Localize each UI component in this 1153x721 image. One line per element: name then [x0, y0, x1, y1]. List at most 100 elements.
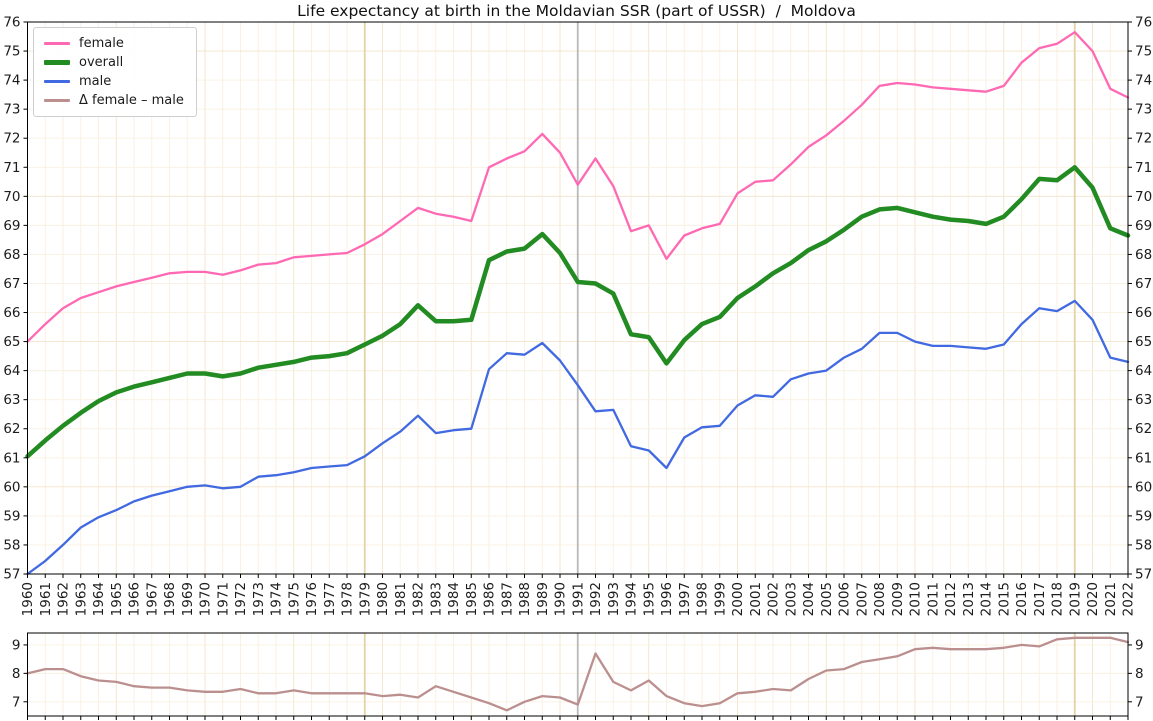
xtick-label-1995: 1995	[641, 582, 657, 616]
main-ytick-right-76: 76	[1135, 15, 1152, 31]
main-ytick-left-59: 59	[3, 508, 20, 524]
male-line	[26, 299, 1130, 576]
xtick-label-1962: 1962	[56, 582, 72, 616]
main-ytick-left-60: 60	[3, 479, 20, 495]
delta-ytick-right-8: 8	[1135, 666, 1144, 682]
xtick-label-2016: 2016	[1014, 582, 1030, 616]
main-ytick-left-76: 76	[3, 15, 20, 31]
xtick-label-1960: 1960	[20, 582, 36, 616]
xtick-label-2012: 2012	[943, 582, 959, 616]
main-ytick-right-74: 74	[1135, 73, 1152, 89]
xtick-label-2018: 2018	[1050, 582, 1066, 616]
legend-label-male: male	[79, 74, 112, 89]
main-ytick-left-57: 57	[3, 567, 20, 583]
main-ytick-right-64: 64	[1135, 363, 1152, 379]
xtick-label-1998: 1998	[695, 582, 711, 616]
main-ytick-right-75: 75	[1135, 44, 1152, 60]
main-ytick-right-67: 67	[1135, 276, 1152, 292]
chart-title: Life expectancy at birth in the Moldavia…	[297, 2, 856, 20]
xtick-label-2001: 2001	[748, 582, 764, 616]
main-ytick-left-62: 62	[3, 421, 20, 437]
delta-ytick-right-9: 9	[1135, 637, 1144, 653]
delta-female-male-line	[26, 636, 1130, 712]
xtick-label-2014: 2014	[979, 582, 995, 616]
main-ytick-right-61: 61	[1135, 450, 1152, 466]
xtick-label-2002: 2002	[766, 582, 782, 616]
delta-plot-area: 7 7 8 8 9 9	[12, 632, 1144, 720]
delta-ytick-left-9: 9	[12, 637, 21, 653]
main-ytick-left-68: 68	[3, 247, 20, 263]
xtick-label-2011: 2011	[925, 582, 941, 616]
legend: female overall male Δ female – male	[33, 27, 197, 117]
xtick-label-1994: 1994	[624, 582, 640, 616]
main-ytick-left-69: 69	[3, 218, 20, 234]
xtick-label-2000: 2000	[730, 582, 746, 616]
xtick-label-2004: 2004	[801, 582, 817, 616]
xtick-label-1961: 1961	[38, 582, 54, 616]
xtick-label-1985: 1985	[464, 582, 480, 616]
x-axis-ticks	[27, 574, 1129, 578]
y-axis-ticks: 57 57 58 58 59 59 60 60 61 61 62 62 63 63 64 64 65 65 66 66…	[3, 15, 1152, 583]
xtick-label-2003: 2003	[783, 582, 799, 616]
main-ytick-left-73: 73	[3, 102, 20, 118]
main-ytick-left-74: 74	[3, 73, 20, 89]
legend-label-overall: overall	[79, 55, 124, 70]
xtick-label-1980: 1980	[375, 582, 391, 616]
main-ytick-right-72: 72	[1135, 131, 1152, 147]
xtick-label-2005: 2005	[819, 582, 835, 616]
xtick-label-1993: 1993	[606, 582, 622, 616]
xtick-label-1969: 1969	[180, 582, 196, 616]
main-ytick-left-66: 66	[3, 305, 20, 321]
xtick-label-1965: 1965	[109, 582, 125, 616]
xtick-label-1981: 1981	[393, 582, 409, 616]
xtick-label-1982: 1982	[411, 582, 427, 616]
xtick-label-1983: 1983	[428, 582, 444, 616]
main-ytick-left-75: 75	[3, 44, 20, 60]
xtick-label-1999: 1999	[712, 582, 728, 616]
main-ytick-left-70: 70	[3, 189, 20, 205]
legend-item-female: female	[44, 34, 184, 53]
main-ytick-right-62: 62	[1135, 421, 1152, 437]
xtick-label-1997: 1997	[677, 582, 693, 616]
xtick-label-2008: 2008	[872, 582, 888, 616]
xtick-label-1970: 1970	[198, 582, 214, 616]
main-ytick-left-61: 61	[3, 450, 20, 466]
xtick-label-2009: 2009	[890, 582, 906, 616]
main-ytick-right-73: 73	[1135, 102, 1152, 118]
main-ytick-left-65: 65	[3, 334, 20, 350]
xtick-label-2017: 2017	[1032, 582, 1048, 616]
xtick-label-2019: 2019	[1067, 582, 1083, 616]
xtick-label-1967: 1967	[144, 582, 160, 616]
main-ytick-left-63: 63	[3, 392, 20, 408]
y-axis-ticks: 7 7 8 8 9 9	[12, 637, 1144, 710]
xtick-label-1975: 1975	[286, 582, 302, 616]
xtick-label-2020: 2020	[1085, 582, 1101, 616]
legend-item-delta: Δ female – male	[44, 91, 184, 110]
legend-label-female: female	[79, 36, 124, 51]
delta-ytick-left-8: 8	[12, 666, 21, 682]
xtick-label-1964: 1964	[91, 582, 107, 616]
xtick-label-1963: 1963	[73, 582, 89, 616]
xtick-label-1996: 1996	[659, 582, 675, 616]
legend-swatch-overall	[44, 60, 70, 65]
xtick-label-1968: 1968	[162, 582, 178, 616]
xtick-label-1992: 1992	[588, 582, 604, 616]
main-ytick-right-68: 68	[1135, 247, 1152, 263]
xtick-label-1972: 1972	[233, 582, 249, 616]
xtick-label-1971: 1971	[215, 582, 231, 616]
xtick-label-1989: 1989	[535, 582, 551, 616]
xtick-label-1977: 1977	[322, 582, 338, 616]
xtick-label-2013: 2013	[961, 582, 977, 616]
delta-ytick-right-7: 7	[1135, 694, 1144, 710]
main-ytick-left-71: 71	[3, 160, 20, 176]
xtick-label-1978: 1978	[340, 582, 356, 616]
xtick-label-2021: 2021	[1103, 582, 1119, 616]
main-ytick-right-69: 69	[1135, 218, 1152, 234]
legend-swatch-delta	[44, 99, 70, 102]
xtick-label-2007: 2007	[854, 582, 870, 616]
main-ytick-left-58: 58	[3, 537, 20, 553]
xtick-label-1966: 1966	[127, 582, 143, 616]
x-axis-labels: 1960 1961 1962 1963 1964 1965 1966 1967 1968 1969…	[20, 582, 1137, 616]
